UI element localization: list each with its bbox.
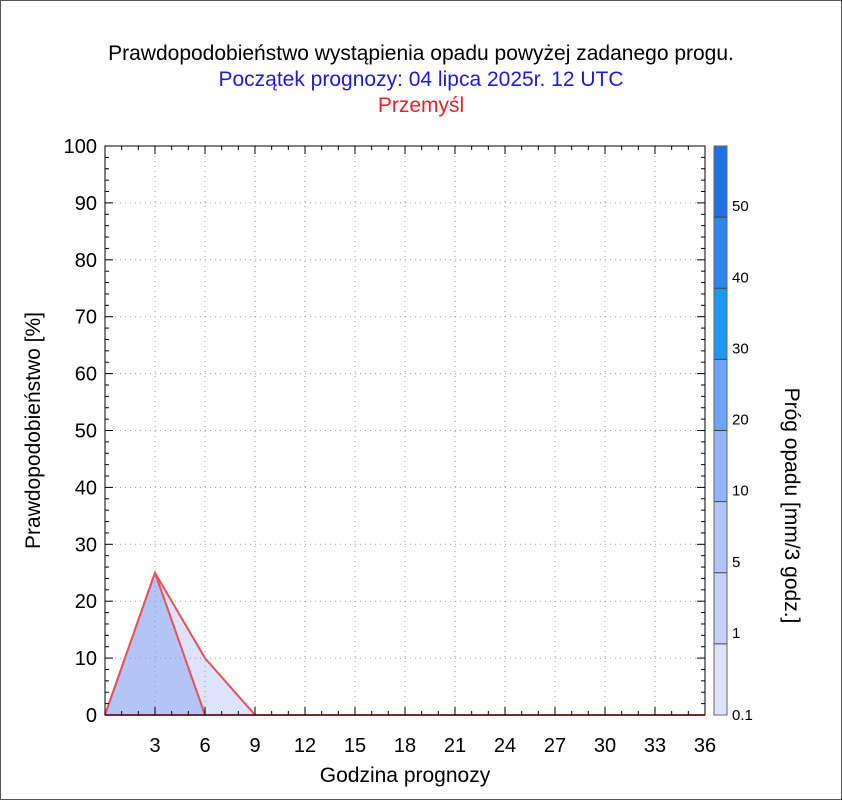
x-tick-label: 18: [394, 735, 416, 757]
y-tick-label: 10: [75, 648, 97, 670]
colorbar-segment: [714, 643, 727, 715]
series-line-1: [104, 569, 206, 716]
y-tick-label: 90: [75, 193, 97, 215]
x-tick-label: 27: [544, 735, 566, 757]
y-tick-label: 0: [86, 705, 97, 727]
y-tick-label: 30: [75, 534, 97, 556]
colorbar-tick-label: 20: [732, 412, 749, 429]
area-layer: [104, 569, 705, 716]
x-axis-label: Godzina prognozy: [320, 764, 491, 787]
x-tick-label: 3: [149, 735, 160, 757]
y-tick-label: 20: [75, 591, 97, 613]
colorbar-segment: [714, 572, 727, 644]
y-tick-label: 70: [75, 307, 97, 329]
colorbar-tick-label: 0.1: [732, 707, 753, 724]
x-tick-label: 9: [249, 735, 260, 757]
series-area-1: [105, 572, 705, 715]
x-tick-label: 33: [644, 735, 666, 757]
colorbar-segment: [714, 501, 727, 573]
colorbar-segment: [714, 288, 727, 360]
y-tick-label: 50: [75, 421, 97, 443]
x-tick-label: 36: [694, 735, 716, 757]
colorbar-tick-label: 10: [732, 483, 749, 500]
chart-title: Prawdopodobieństwo wystąpienia opadu pow…: [108, 42, 734, 65]
colorbar-tick-label: 30: [732, 340, 749, 357]
colorbar-tick-label: 40: [732, 269, 749, 286]
y-tick-label: 40: [75, 477, 97, 499]
chart-subtitle: Początek prognozy: 04 lipca 2025r. 12 UT…: [218, 68, 624, 91]
colorbar-tick-label: 50: [732, 198, 749, 215]
colorbar-segment: [714, 430, 727, 502]
colorbar: 0.1 1 5 10 20 30 40 50: [713, 145, 753, 724]
y-tick-label: 100: [64, 136, 97, 158]
chart-location: Przemyśl: [377, 94, 465, 117]
x-tick-label: 30: [594, 735, 616, 757]
x-tick-label: 6: [199, 735, 210, 757]
colorbar-segment: [714, 217, 727, 289]
y-axis-label: Prawdopodobieństwo [%]: [22, 312, 45, 549]
y-tick-label: 80: [75, 250, 97, 272]
colorbar-tick-label: 5: [732, 554, 740, 571]
x-tick-label: 24: [494, 735, 516, 757]
x-tick-label: 12: [294, 735, 316, 757]
colorbar-tick-label: 1: [732, 625, 740, 642]
colorbar-segment: [714, 359, 727, 431]
grid-layer: [105, 146, 705, 715]
colorbar-label: Próg opadu [mm/3 godz.]: [780, 388, 803, 624]
x-tick-label: 21: [444, 735, 466, 757]
y-tick-label: 60: [75, 364, 97, 386]
x-tick-label: 15: [344, 735, 366, 757]
colorbar-segment: [714, 146, 727, 218]
